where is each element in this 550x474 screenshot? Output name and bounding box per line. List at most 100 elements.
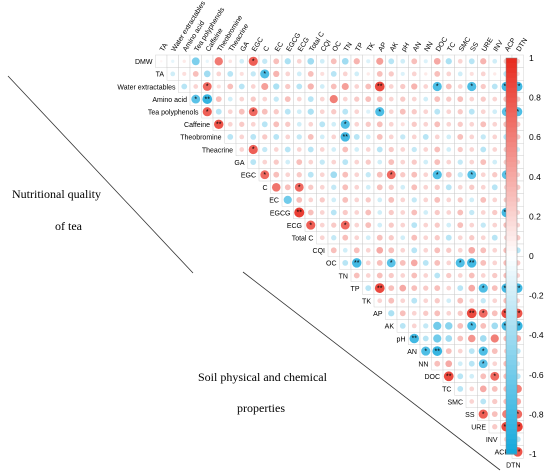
- row-label: TP: [351, 286, 360, 293]
- corr-circle: [296, 197, 303, 203]
- corr-circle: [446, 109, 452, 115]
- corr-circle: [250, 134, 257, 140]
- significance-mark: *: [206, 109, 209, 116]
- significance-mark: *: [493, 374, 496, 381]
- colorbar-segment: [506, 260, 517, 267]
- corr-circle: [492, 197, 498, 203]
- colorbar-segment: [506, 67, 517, 74]
- corr-circle: [250, 96, 256, 102]
- colorbar-segment: [506, 434, 517, 440]
- colorbar-segment: [506, 270, 517, 277]
- colorbar-segment: [506, 399, 517, 406]
- corr-circle: [491, 411, 498, 417]
- corr-circle: [354, 121, 360, 127]
- corr-circle: [492, 109, 498, 115]
- column-label: AK: [389, 41, 400, 53]
- corr-circle: [308, 159, 314, 165]
- corr-circle: [354, 96, 360, 102]
- corr-circle: [457, 285, 464, 291]
- corr-circle: [400, 83, 406, 90]
- colorbar-segment: [506, 359, 517, 366]
- corr-circle: [376, 171, 383, 178]
- colorbar-segment: [506, 374, 517, 381]
- corr-circle: [239, 58, 245, 64]
- corr-circle: [434, 235, 440, 241]
- corr-circle: [331, 222, 337, 228]
- corr-circle: [457, 222, 464, 228]
- significance-mark: *: [309, 222, 312, 229]
- colorbar-tick-label: 0: [529, 251, 534, 261]
- corr-circle: [216, 84, 221, 89]
- significance-mark: *: [482, 285, 485, 292]
- corr-circle: [493, 72, 497, 76]
- corr-circle: [434, 310, 441, 317]
- colorbar-segment: [506, 191, 517, 198]
- corr-circle: [273, 171, 280, 178]
- corr-circle: [411, 197, 417, 203]
- significance-mark: *: [263, 172, 266, 179]
- corr-circle: [182, 59, 186, 63]
- corr-circle: [273, 134, 280, 140]
- corr-circle: [491, 310, 498, 317]
- corr-circle: [423, 310, 429, 316]
- colorbar-segment: [506, 137, 517, 143]
- colorbar-segment: [506, 221, 517, 227]
- corr-circle: [192, 71, 199, 77]
- colorbar-segment: [506, 315, 517, 321]
- significance-mark: **: [377, 84, 383, 91]
- corr-circle: [319, 210, 325, 215]
- corr-circle: [354, 210, 360, 215]
- significance-mark: *: [390, 172, 393, 179]
- corr-circle: [400, 58, 406, 64]
- corr-circle: [273, 96, 279, 102]
- colorbar-segment: [506, 251, 517, 257]
- corr-circle: [423, 235, 429, 241]
- corr-circle: [443, 371, 454, 382]
- colorbar-segment: [506, 389, 517, 396]
- corr-circle: [480, 109, 486, 115]
- colorbar-segment: [506, 157, 517, 163]
- corr-circle: [411, 58, 418, 65]
- corr-circle: [469, 222, 475, 228]
- corr-circle: [365, 172, 371, 178]
- corr-circle: [340, 119, 350, 129]
- corr-circle: [411, 71, 417, 77]
- corr-circle: [399, 108, 406, 115]
- corr-circle: [319, 235, 325, 241]
- colorbar-segment: [506, 320, 517, 326]
- corr-circle: [469, 298, 475, 304]
- corr-circle: [411, 134, 417, 140]
- corr-circle: [342, 197, 349, 203]
- corr-circle: [480, 197, 487, 203]
- colorbar-tick-label: 1: [529, 53, 534, 63]
- corr-circle: [480, 247, 487, 254]
- corr-circle: [467, 170, 477, 180]
- corr-circle: [342, 159, 349, 165]
- corr-circle: [353, 134, 360, 140]
- corr-circle: [319, 121, 326, 128]
- significance-mark: *: [344, 222, 347, 229]
- corr-circle: [366, 72, 370, 76]
- corr-circle: [284, 108, 291, 115]
- colorbar-segment: [506, 444, 517, 450]
- corr-circle: [203, 70, 211, 78]
- corr-circle: [469, 235, 475, 241]
- corr-circle: [376, 184, 383, 191]
- corr-circle: [492, 58, 498, 64]
- row-label: Theobromine: [180, 135, 221, 142]
- row-label: C: [262, 185, 267, 192]
- corr-circle: [296, 109, 302, 115]
- corr-circle: [469, 134, 475, 140]
- significance-mark: **: [446, 374, 452, 381]
- corr-circle: [423, 273, 429, 278]
- corr-circle: [261, 82, 269, 91]
- heatmap-grid: *** ** * * *** *** * * *** ***** * * ***** *** * * **** *…: [155, 54, 524, 459]
- corr-circle: [480, 222, 486, 228]
- colorbar-segment: [506, 265, 517, 272]
- row-label: OC: [326, 261, 337, 268]
- corr-circle: [446, 272, 452, 279]
- corr-circle: [342, 260, 349, 266]
- corr-circle: [248, 107, 258, 117]
- corr-circle: [388, 109, 394, 115]
